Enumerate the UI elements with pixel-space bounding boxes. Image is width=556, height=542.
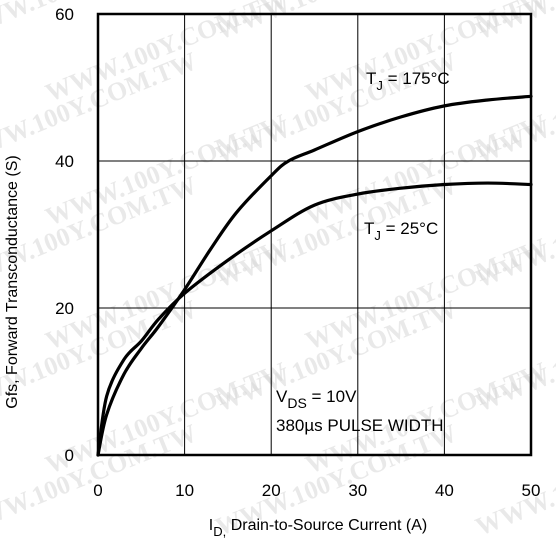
y-tick-label: 60: [55, 5, 74, 24]
x-axis-label-main: I: [209, 517, 213, 534]
x-tick-label: 30: [348, 481, 367, 500]
watermark-text: WWW.100Y.COM.TW: [41, 232, 291, 355]
x-tick-label: 10: [175, 481, 194, 500]
series-label-25c: TJ = 25°C: [364, 219, 438, 243]
plot-frame: [96, 12, 533, 457]
series-label-175c: TJ = 175°C: [366, 69, 450, 93]
series-175c-sub: J: [376, 78, 383, 93]
vds-rest: = 10V: [307, 387, 357, 406]
vds-sub: DS: [287, 395, 306, 411]
watermark-text: WWW.100Y.COM.TW: [301, 232, 551, 355]
x-axis-label-sub: D,: [213, 524, 226, 539]
series-line-175c: [96, 94, 533, 457]
series-25c-rest: = 25°C: [381, 219, 438, 238]
x-tick-label: 0: [93, 481, 102, 500]
grid-lines: [98, 14, 531, 455]
watermark-text: WWW.100Y.COM.TW: [301, 108, 551, 231]
watermark-text: WWW.100Y.COM.TW: [41, 108, 291, 231]
x-axis-label: ID, Drain-to-Source Current (A): [209, 517, 427, 539]
pulse-width-annotation: 380µs PULSE WIDTH: [276, 416, 444, 435]
vds-main: V: [276, 387, 288, 406]
series-25c-sub: J: [374, 228, 381, 243]
series-175c-rest: = 175°C: [383, 69, 450, 88]
series-175c-main: T: [366, 69, 376, 88]
watermark-text: WWW.100Y.COM.TW: [41, 356, 291, 479]
tick-labels: 0 10 20 30 40 50 0 20 40 60: [55, 5, 540, 500]
y-tick-label: 0: [65, 446, 74, 465]
vds-annotation: VDS = 10V: [276, 387, 357, 411]
x-tick-label: 20: [262, 481, 281, 500]
x-axis-label-rest: Drain-to-Source Current (A): [226, 517, 427, 534]
series-layer: [96, 94, 533, 457]
series-line-25c: [96, 181, 533, 457]
watermark-text: WWW.100Y.COM.TW: [471, 418, 556, 541]
y-tick-label: 20: [55, 299, 74, 318]
y-axis-label: Gfs, Forward Transconductance (S): [4, 155, 21, 408]
x-tick-label: 50: [522, 481, 541, 500]
y-tick-label: 40: [55, 152, 74, 171]
x-tick-label: 40: [435, 481, 454, 500]
series-25c-main: T: [364, 219, 374, 238]
